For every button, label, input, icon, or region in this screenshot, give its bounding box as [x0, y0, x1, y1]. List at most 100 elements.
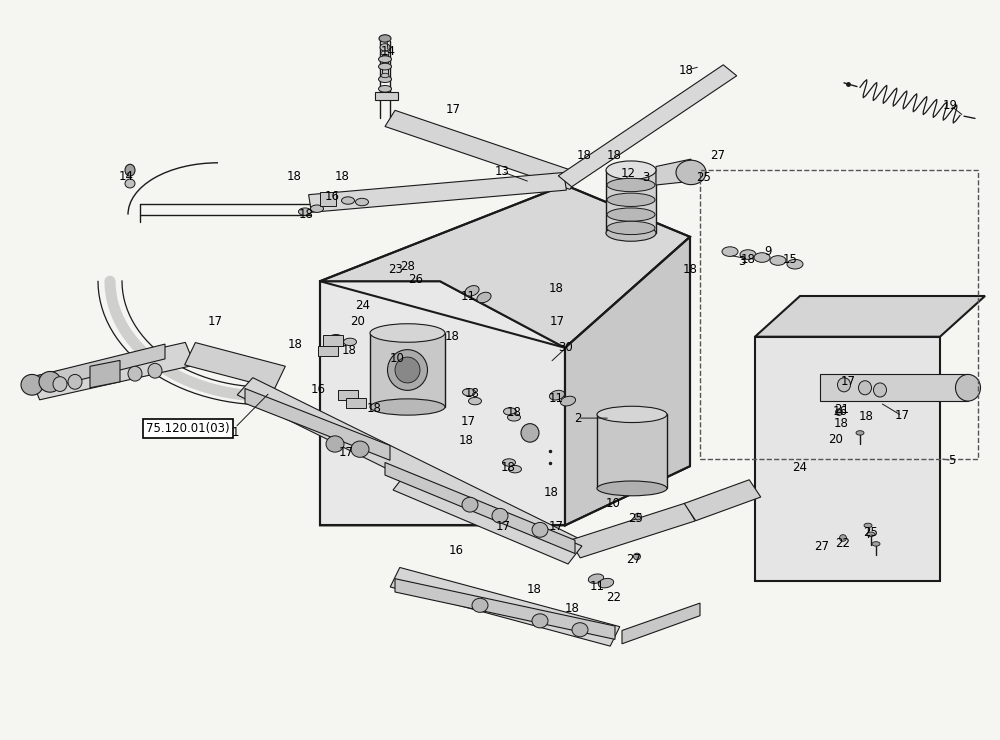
Text: 18: 18	[501, 461, 515, 474]
Ellipse shape	[465, 286, 479, 296]
Text: 18: 18	[445, 330, 459, 343]
Polygon shape	[346, 398, 366, 408]
Text: 18: 18	[679, 64, 693, 77]
Ellipse shape	[740, 249, 756, 260]
Text: 18: 18	[527, 582, 541, 596]
Text: 18: 18	[342, 343, 356, 357]
Ellipse shape	[532, 522, 548, 537]
Ellipse shape	[378, 56, 392, 63]
Polygon shape	[338, 390, 358, 400]
Ellipse shape	[838, 377, 850, 392]
Ellipse shape	[956, 374, 980, 401]
Text: 18: 18	[367, 402, 381, 415]
Text: 26: 26	[409, 273, 424, 286]
Ellipse shape	[378, 64, 392, 70]
Text: 20: 20	[829, 433, 843, 446]
Text: 16: 16	[832, 405, 848, 418]
Text: 19: 19	[942, 98, 958, 112]
Ellipse shape	[607, 178, 655, 192]
Text: 24: 24	[356, 299, 370, 312]
Text: 28: 28	[401, 260, 415, 273]
Ellipse shape	[840, 534, 846, 542]
Ellipse shape	[607, 193, 655, 206]
Text: 14: 14	[119, 169, 134, 183]
Text: 12: 12	[620, 167, 636, 181]
Ellipse shape	[598, 579, 614, 588]
Text: 16: 16	[310, 383, 326, 397]
Ellipse shape	[378, 85, 392, 92]
Ellipse shape	[330, 334, 342, 342]
Text: 11: 11	[460, 289, 476, 303]
Ellipse shape	[856, 431, 864, 435]
Ellipse shape	[468, 397, 482, 405]
Text: 18: 18	[549, 282, 563, 295]
Text: 27: 27	[626, 553, 642, 566]
Ellipse shape	[380, 44, 390, 51]
Ellipse shape	[521, 423, 539, 443]
Text: 20: 20	[351, 314, 365, 328]
Text: 22: 22	[606, 591, 622, 604]
Ellipse shape	[128, 366, 142, 381]
Text: 25: 25	[629, 512, 643, 525]
Text: 18: 18	[741, 252, 755, 266]
Ellipse shape	[462, 497, 478, 512]
Ellipse shape	[125, 164, 135, 176]
Polygon shape	[385, 110, 580, 189]
Text: 18: 18	[683, 263, 697, 276]
Polygon shape	[755, 296, 985, 337]
Ellipse shape	[770, 256, 786, 266]
Ellipse shape	[607, 208, 655, 221]
Text: 17: 17	[550, 315, 564, 329]
Ellipse shape	[635, 514, 642, 520]
Polygon shape	[320, 185, 690, 348]
Text: 30: 30	[559, 341, 573, 354]
Text: 24: 24	[792, 461, 808, 474]
Polygon shape	[597, 414, 667, 488]
Polygon shape	[570, 503, 695, 558]
Polygon shape	[393, 472, 582, 564]
Ellipse shape	[472, 598, 488, 613]
Ellipse shape	[722, 247, 738, 257]
Polygon shape	[237, 377, 583, 558]
Polygon shape	[395, 579, 615, 639]
Ellipse shape	[572, 623, 588, 636]
Ellipse shape	[125, 179, 135, 188]
Text: 17: 17	[840, 374, 856, 388]
Text: 21: 21	[834, 403, 850, 416]
Ellipse shape	[378, 76, 392, 83]
Ellipse shape	[68, 374, 82, 389]
Ellipse shape	[351, 441, 369, 457]
Ellipse shape	[148, 363, 162, 378]
Ellipse shape	[532, 614, 548, 628]
Polygon shape	[185, 343, 285, 388]
Text: 18: 18	[288, 337, 302, 351]
Ellipse shape	[504, 408, 516, 415]
Ellipse shape	[381, 73, 389, 78]
Text: 18: 18	[565, 602, 579, 615]
Polygon shape	[90, 360, 120, 388]
Text: 27: 27	[710, 149, 726, 162]
Text: 17: 17	[446, 103, 460, 116]
Ellipse shape	[310, 205, 324, 212]
Polygon shape	[370, 333, 445, 407]
Polygon shape	[318, 346, 338, 356]
Ellipse shape	[503, 459, 516, 466]
Ellipse shape	[597, 406, 667, 423]
Polygon shape	[30, 344, 165, 392]
Polygon shape	[656, 159, 691, 185]
Ellipse shape	[477, 292, 491, 303]
Bar	[700, 170, 978, 459]
Polygon shape	[309, 172, 566, 212]
Polygon shape	[382, 53, 388, 75]
Polygon shape	[375, 92, 398, 100]
Ellipse shape	[606, 161, 656, 180]
Text: 9: 9	[764, 245, 772, 258]
Ellipse shape	[560, 396, 576, 406]
Polygon shape	[558, 65, 737, 186]
Ellipse shape	[754, 253, 770, 263]
Polygon shape	[565, 237, 690, 525]
Ellipse shape	[298, 208, 312, 215]
Text: 17: 17	[338, 446, 354, 460]
Text: 23: 23	[389, 263, 403, 276]
Text: 10: 10	[390, 352, 404, 365]
